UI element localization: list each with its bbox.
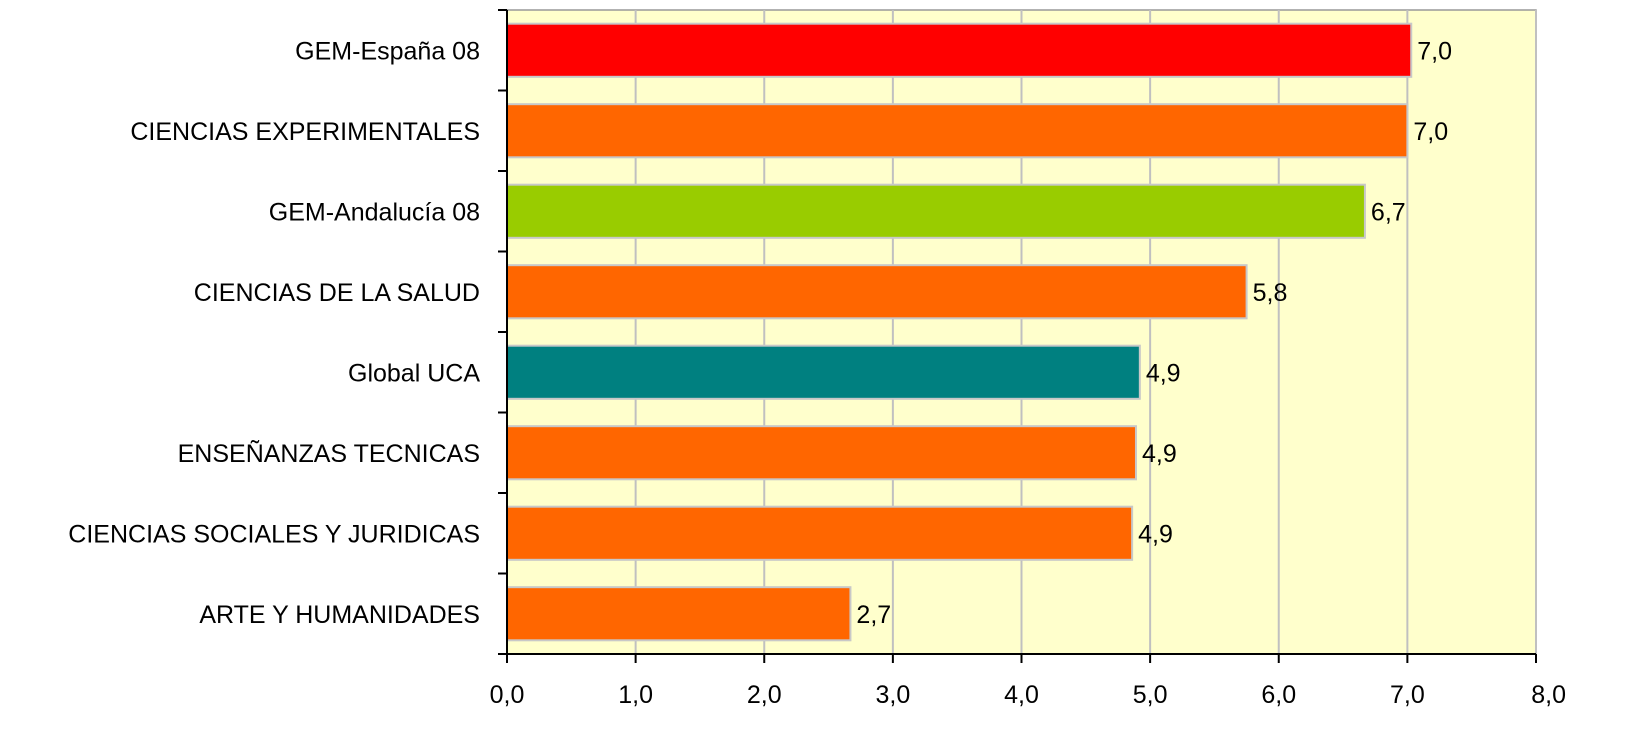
x-tick-label-4: 4,0 [1004, 681, 1039, 709]
bar-6 [506, 505, 1134, 561]
x-tick-label-6: 6,0 [1261, 681, 1296, 709]
bar-2 [506, 183, 1366, 239]
bar-5 [506, 425, 1137, 481]
category-label-5: ENSEÑANZAS TECNICAS [178, 439, 480, 468]
x-tick-label-1: 1,0 [618, 681, 653, 709]
category-label-6: CIENCIAS SOCIALES Y JURIDICAS [68, 520, 480, 548]
category-label-3: CIENCIAS DE LA SALUD [194, 279, 480, 307]
value-label-3: 5,8 [1253, 279, 1288, 307]
category-labels: GEM-España 08 CIENCIAS EXPERIMENTALES GEM-… [68, 37, 480, 629]
bar-3 [506, 264, 1248, 320]
bar-4 [506, 344, 1141, 400]
bar-7 [506, 586, 852, 642]
category-label-2: GEM-Andalucía 08 [269, 198, 480, 226]
value-label-6: 4,9 [1138, 520, 1173, 548]
x-tick-labels: 0,0 1,0 2,0 3,0 4,0 5,0 6,0 7,0 8,0 [490, 681, 1566, 709]
bar-0 [506, 22, 1413, 78]
x-tick-label-3: 3,0 [875, 681, 910, 709]
x-tick-label-0: 0,0 [490, 681, 525, 709]
axes [498, 9, 1537, 663]
category-label-4: Global UCA [348, 359, 480, 387]
value-label-2: 6,7 [1371, 198, 1406, 226]
value-label-5: 4,9 [1142, 440, 1177, 468]
value-label-0: 7,0 [1417, 37, 1452, 65]
value-label-1: 7,0 [1413, 118, 1448, 146]
bar-1 [506, 103, 1409, 159]
x-tick-label-2: 2,0 [747, 681, 782, 709]
category-label-0: GEM-España 08 [295, 37, 480, 65]
value-labels: 7,0 7,0 6,7 5,8 4,9 4,9 4,9 2,7 [856, 37, 1452, 629]
value-label-4: 4,9 [1146, 359, 1181, 387]
category-label-7: ARTE Y HUMANIDADES [199, 601, 480, 629]
category-label-1: CIENCIAS EXPERIMENTALES [130, 118, 480, 146]
bars [506, 22, 1413, 642]
value-label-7: 2,7 [856, 601, 891, 629]
x-tick-label-8: 8,0 [1531, 681, 1566, 709]
x-tick-label-5: 5,0 [1133, 681, 1168, 709]
x-tick-label-7: 7,0 [1390, 681, 1425, 709]
